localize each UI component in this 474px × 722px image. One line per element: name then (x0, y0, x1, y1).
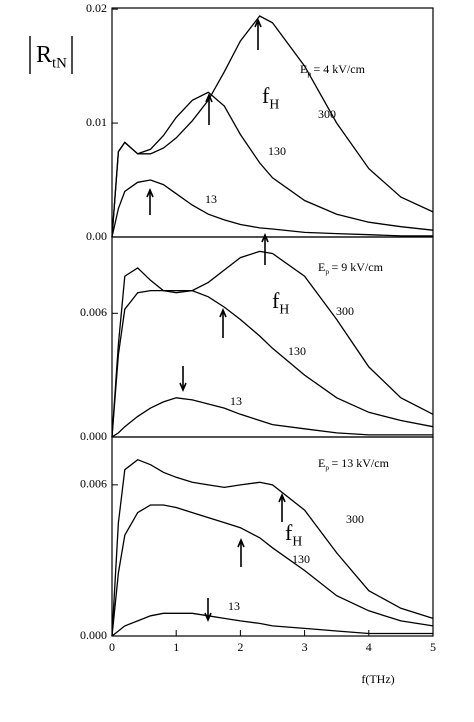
arrow (254, 17, 262, 50)
arrow (237, 537, 245, 567)
spacer (67, 48, 69, 62)
fh-label: fH (262, 83, 282, 112)
panel-frame (111, 7, 434, 238)
curve-label: 300 (336, 304, 354, 318)
curve-label: 130 (268, 144, 286, 158)
fh-label: fH (285, 520, 305, 549)
panel-frame (111, 436, 434, 637)
arrow (204, 598, 212, 623)
curve (111, 458, 434, 637)
y-tick-label: 0.000 (80, 429, 107, 443)
fh-label-part: H (279, 302, 289, 317)
fh-label-part: H (269, 97, 279, 112)
y-tick-label: 0.006 (80, 477, 107, 491)
field-label-part: p (307, 69, 311, 78)
y-tick-label: 0.02 (86, 1, 107, 15)
x-axis-label: f(THz) (361, 672, 394, 686)
field-label-part: p (325, 463, 329, 472)
curve (111, 504, 434, 637)
field-label: Ep = 9 kV/cm (318, 260, 384, 276)
curve-label: 130 (288, 344, 306, 358)
curve (111, 289, 434, 438)
curve-label: 130 (292, 552, 310, 566)
arrow (205, 92, 213, 125)
y-axis-label-part: tN (52, 56, 67, 72)
field-label-part: p (325, 267, 329, 276)
curve (111, 397, 433, 438)
y-tick-label: 0.00 (86, 229, 107, 243)
fh-label: fH (272, 288, 292, 317)
curve (111, 15, 434, 238)
panel-frame (111, 236, 434, 438)
field-label: Ep = 13 kV/cm (318, 456, 390, 472)
field-label-part: = 9 kV/cm (331, 260, 383, 274)
curve (111, 179, 433, 238)
arrow (219, 307, 227, 338)
spacer (302, 527, 304, 541)
curve-label: 300 (318, 107, 336, 121)
y-label-bars (29, 36, 73, 74)
spacer (279, 90, 281, 104)
x-tick-label: 0 (109, 640, 115, 654)
fh-label-part: f (272, 288, 280, 313)
field-label-part: E (318, 260, 325, 274)
x-tick-label: 3 (302, 640, 308, 654)
curve (111, 612, 433, 637)
fh-label-part: H (292, 534, 302, 549)
curve-label: 13 (205, 192, 217, 206)
curve-label: 13 (228, 599, 240, 613)
arrow (278, 492, 286, 522)
field-label: Ep = 4 kV/cm (300, 62, 366, 78)
field-label-part: = 13 kV/cm (331, 456, 389, 470)
curve-label: 13 (230, 394, 242, 408)
spacer (289, 295, 291, 309)
field-label-part: E (300, 62, 307, 76)
arrow (179, 366, 187, 393)
y-tick-label: 0.01 (86, 115, 107, 129)
x-tick-label: 1 (173, 640, 179, 654)
arrow (261, 232, 269, 265)
y-axis-label-part: R (36, 42, 52, 68)
x-tick-label: 5 (430, 640, 436, 654)
curve (111, 250, 434, 438)
field-label-part: = 4 kV/cm (313, 62, 365, 76)
x-tick-label: 2 (237, 640, 243, 654)
y-tick-label: 0.000 (80, 628, 107, 642)
y-tick-label: 0.006 (80, 305, 107, 319)
field-label-part: E (318, 456, 325, 470)
curve-label: 300 (346, 512, 364, 526)
curve (111, 91, 434, 238)
y-axis-label: RtN (36, 42, 69, 72)
fh-label-part: f (262, 83, 270, 108)
fh-label-part: f (285, 520, 293, 545)
x-tick-label: 4 (366, 640, 372, 654)
arrow (146, 187, 154, 215)
